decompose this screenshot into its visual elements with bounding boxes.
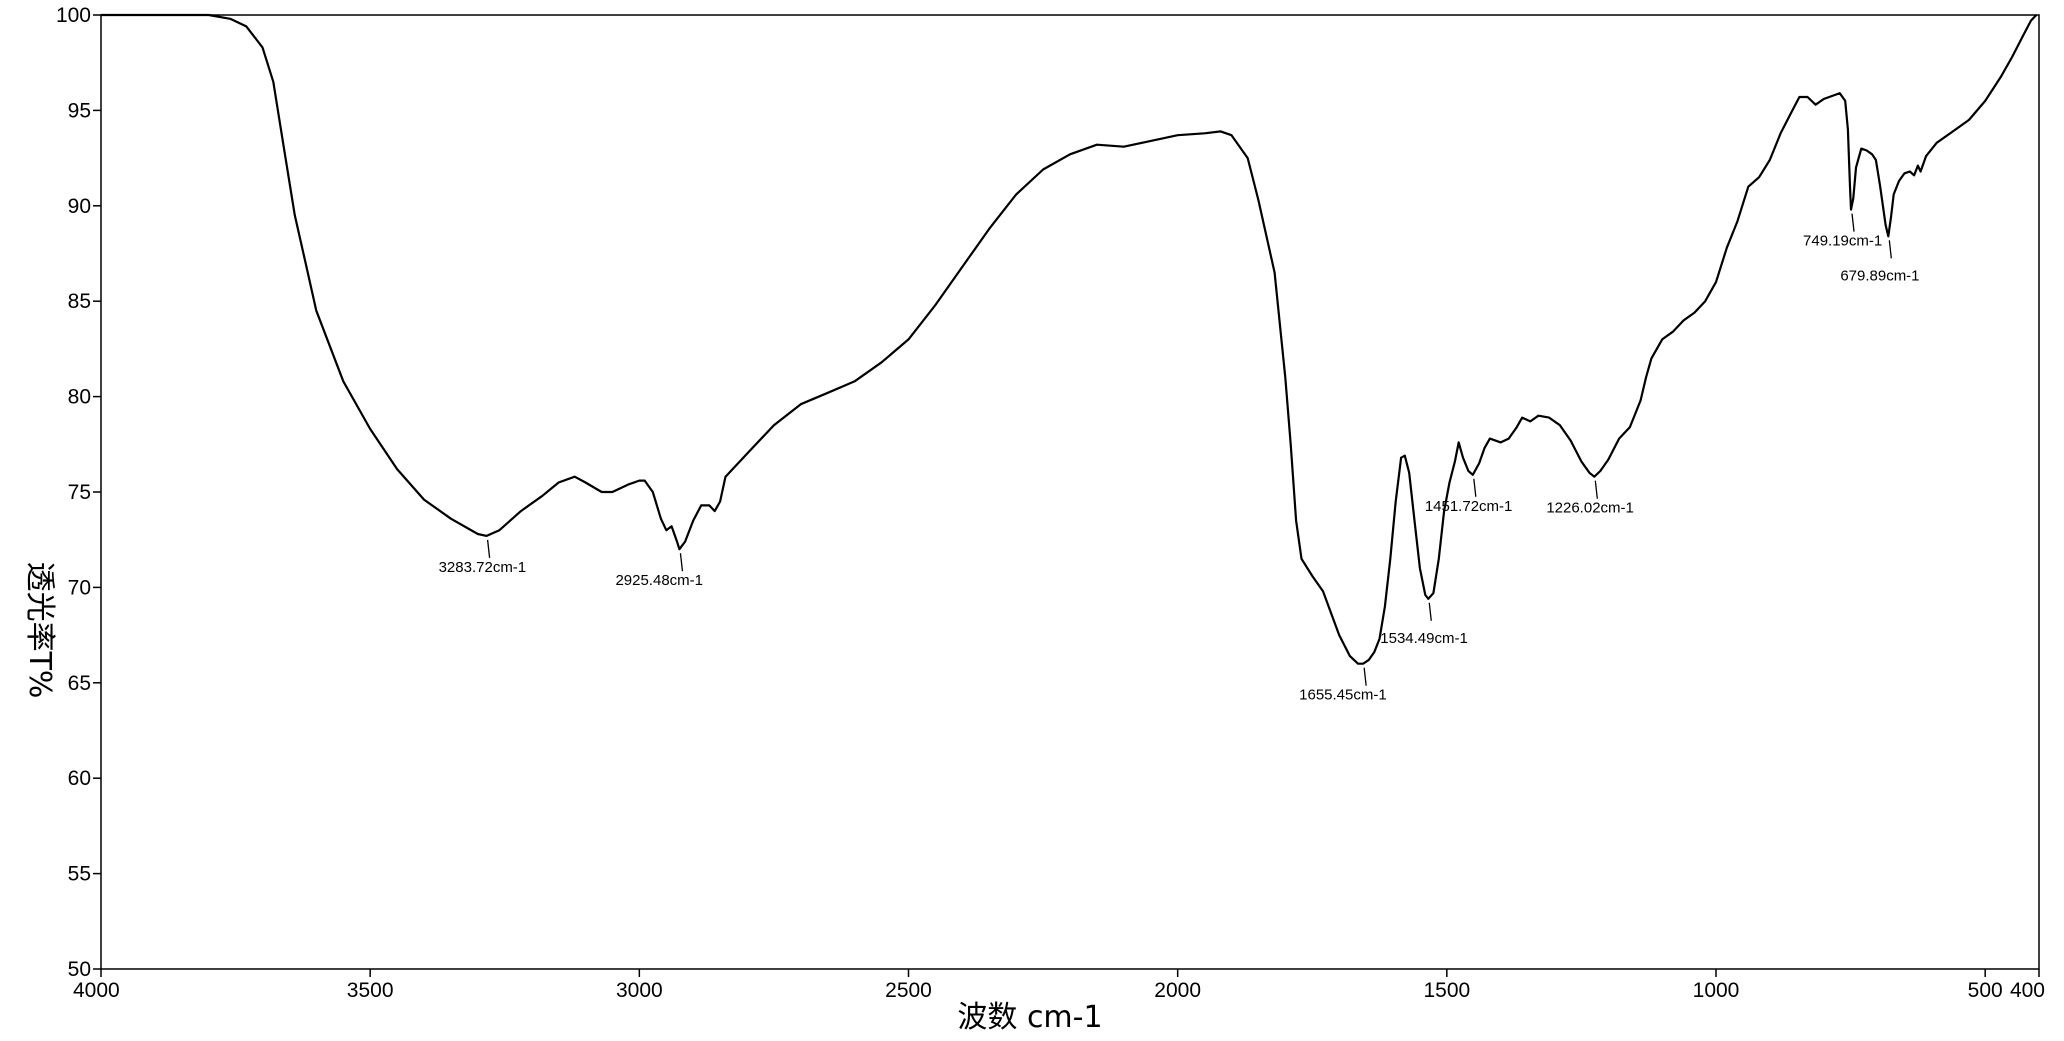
spectrum-line: [101, 13, 2038, 665]
x-tick-label: 1000: [1693, 979, 1740, 1002]
y-tick-label: 95: [68, 99, 91, 122]
x-tick-label: 400: [2010, 979, 2045, 1002]
y-axis-title: 透光率T%: [22, 562, 57, 699]
x-tick-label: 2500: [885, 979, 932, 1002]
y-axis-ticks: 50 55 60 65 70 75 80 85 90 95 100: [56, 4, 101, 981]
peak-label: 3283.72cm-1: [439, 559, 527, 576]
y-tick-label: 50: [68, 958, 91, 981]
peak-leader-line: [679, 553, 684, 572]
x-tick-label: 4000: [73, 979, 120, 1002]
y-tick-label: 60: [68, 767, 91, 790]
y-tick-label: 75: [68, 481, 91, 504]
y-tick-label: 100: [56, 4, 91, 27]
peak-leader-line: [486, 539, 491, 558]
y-tick-label: 90: [68, 195, 91, 218]
peak-label: 1655.45cm-1: [1299, 687, 1387, 704]
peak-leader-line: [1888, 240, 1892, 259]
x-tick-label: 500: [1968, 979, 2003, 1002]
y-tick-label: 70: [68, 576, 91, 599]
y-tick-label: 80: [68, 386, 91, 409]
x-tick-label: 2000: [1154, 979, 1201, 1002]
peak-label: 2925.48cm-1: [615, 572, 703, 589]
peak-label: 1534.49cm-1: [1380, 630, 1468, 647]
peak-leader-line: [1428, 602, 1432, 621]
y-tick-label: 85: [68, 290, 91, 313]
peak-leader-line: [1851, 213, 1855, 232]
x-axis-title: 波数 cm-1: [957, 1000, 1102, 1035]
peak-label: 749.19cm-1: [1803, 233, 1882, 250]
y-tick-label: 65: [68, 672, 91, 695]
x-axis-ticks: 4000 3500 3000 2500 2000 1500 1000 500 400: [73, 969, 2045, 1002]
peak-label: 679.89cm-1: [1840, 267, 1919, 284]
x-tick-label: 3500: [347, 979, 394, 1002]
x-tick-label: 1500: [1423, 979, 1470, 1002]
peak-leader-line: [1594, 480, 1598, 499]
peak-leader-line: [1363, 667, 1367, 686]
peak-label: 1451.72cm-1: [1425, 498, 1513, 515]
peak-label: 1226.02cm-1: [1546, 500, 1634, 517]
plot-frame: [100, 14, 2040, 970]
x-tick-label: 3000: [616, 979, 663, 1002]
peak-annotations: 3283.72cm-1 2925.48cm-1 1655.45cm-1 1534.49…: [439, 213, 1920, 704]
y-tick-label: 55: [68, 863, 91, 886]
peak-leader-line: [1473, 478, 1477, 497]
